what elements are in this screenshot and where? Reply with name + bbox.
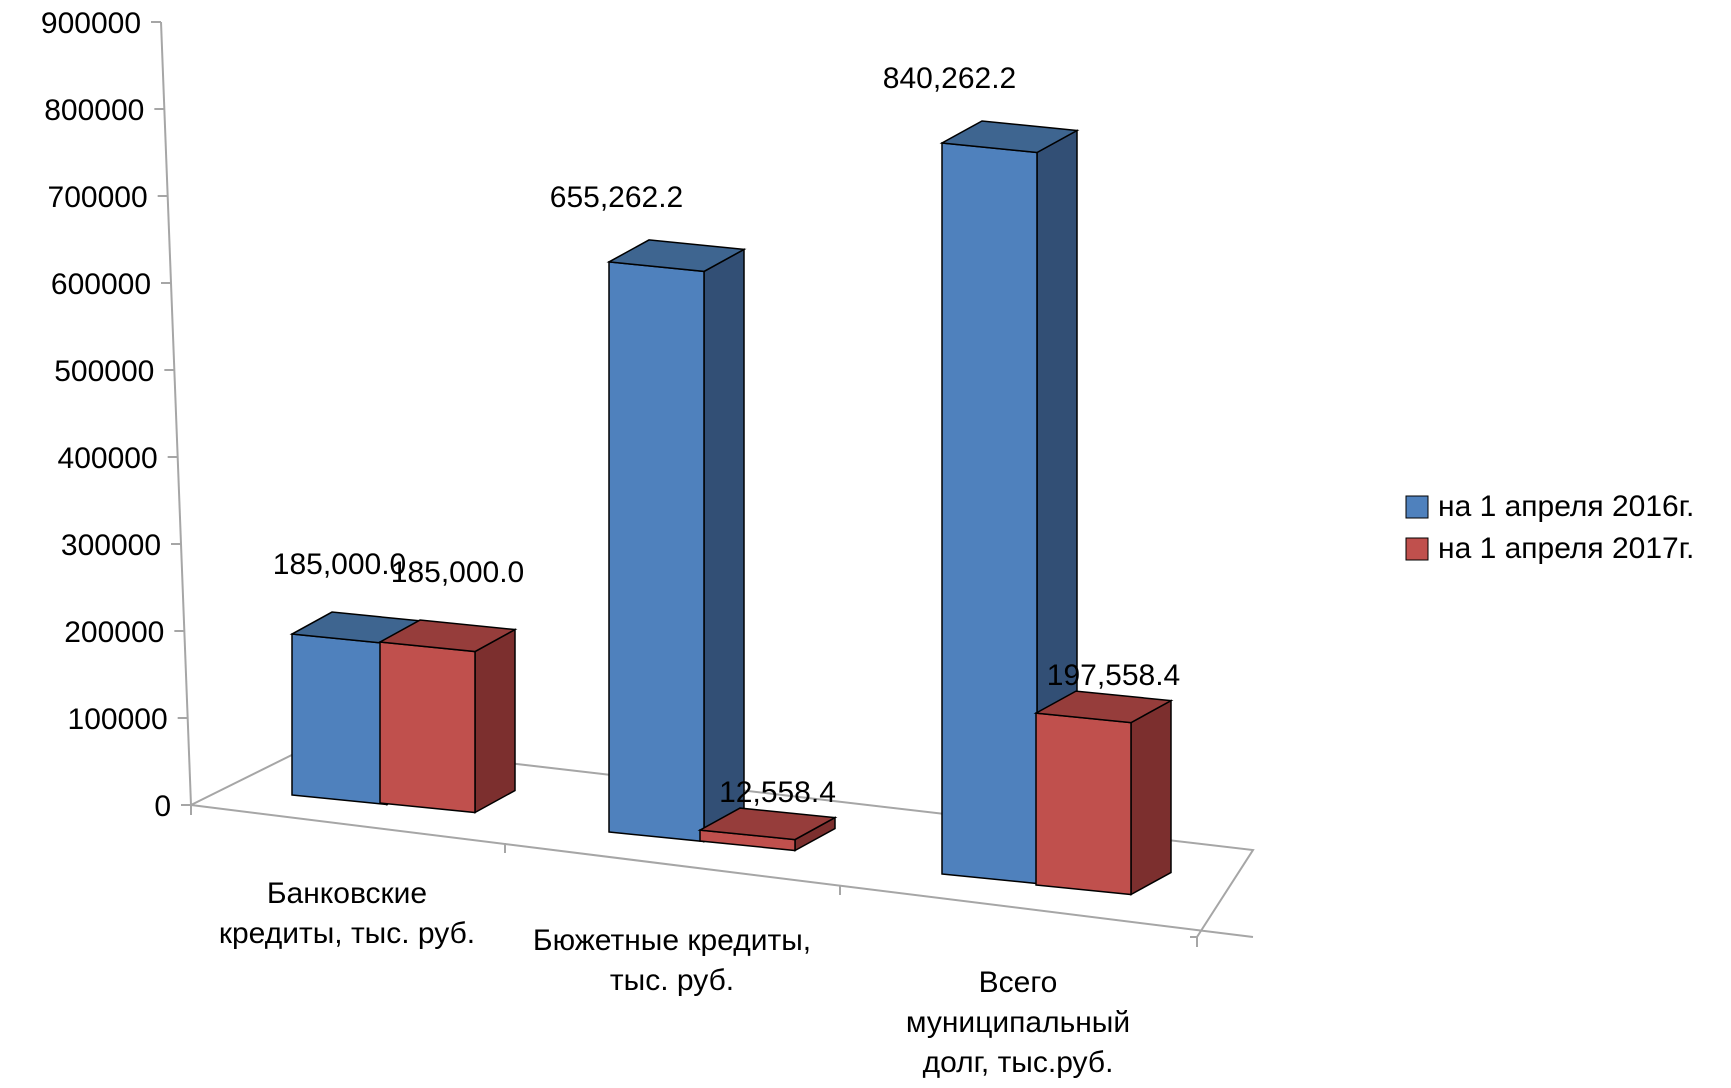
y-tick-label: 300000 [61, 529, 161, 562]
y-tick-label: 100000 [68, 703, 168, 736]
bar-front [608, 261, 705, 843]
bar-front [941, 142, 1038, 885]
legend-swatch [1405, 495, 1429, 519]
bar-top [939, 120, 1080, 154]
category-label: Банковские кредиты, тыс. руб. [219, 877, 475, 950]
y-tick-label: 200000 [64, 616, 164, 649]
y-tick-label: 900000 [41, 7, 141, 40]
bar [1033, 690, 1174, 896]
data-label: 197,558.4 [1047, 659, 1180, 692]
data-label: 185,000.0 [391, 556, 524, 589]
chart-legend: на 1 апреля 2016г. на 1 апреля 2017г. [1405, 490, 1694, 565]
data-label: 12,558.4 [719, 776, 836, 809]
y-tick-label: 700000 [48, 181, 148, 214]
bar [377, 619, 518, 814]
y-tick-label: 500000 [54, 355, 154, 388]
y-tick-label: 600000 [51, 268, 151, 301]
data-label: 185,000.0 [273, 548, 406, 581]
category-label: Бюжетные кредиты, тыс. руб. [533, 924, 811, 997]
bar [939, 120, 1080, 885]
bar-top [606, 239, 747, 273]
legend-entry-label: на 1 апреля 2017г. [1438, 532, 1694, 565]
chart-bars [289, 120, 1174, 896]
bar-side [703, 248, 745, 843]
y-tick-label: 800000 [44, 94, 144, 127]
bar-side [1130, 699, 1172, 896]
chart-floor [190, 739, 1255, 938]
category-label: Всего муниципальный долг, тыс.руб. [906, 966, 1130, 1079]
bar-side [474, 628, 516, 814]
bar-front [291, 633, 388, 806]
bar [697, 807, 838, 852]
legend-entry-label: на 1 апреля 2016г. [1438, 490, 1694, 523]
bar [606, 239, 747, 843]
y-tick-label: 0 [154, 790, 171, 823]
bar-front [1035, 712, 1132, 896]
bar-top [697, 807, 838, 841]
bar-front [379, 641, 476, 814]
data-label: 655,262.2 [550, 181, 683, 214]
bar-top [1033, 690, 1174, 724]
data-label: 840,262.2 [883, 62, 1016, 95]
bar-top [377, 619, 518, 653]
y-axis-line [160, 21, 192, 806]
chart-axes: 0 100000 200000 300000 400000 500000 600000 700… [41, 7, 1255, 1079]
legend-swatch [1405, 537, 1429, 561]
y-tick-label: 400000 [58, 442, 158, 475]
